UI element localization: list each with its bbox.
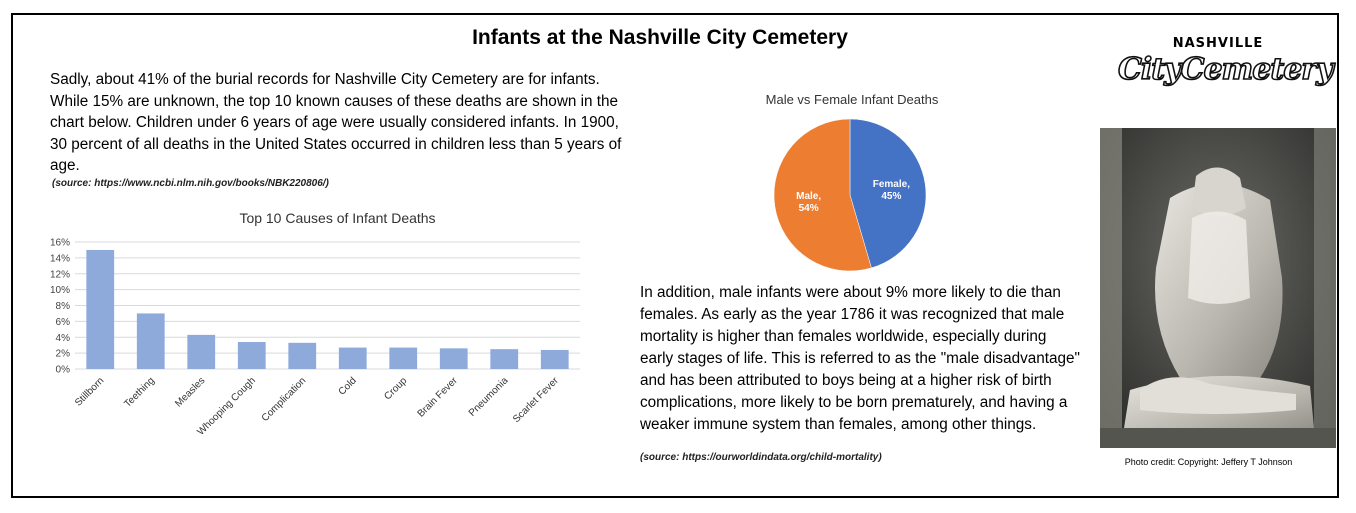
x-tick-label: Scarlet Fever [511,375,561,425]
pie-slice-male [773,118,872,272]
page-title: Infants at the Nashville City Cemetery [472,26,848,49]
bar-complication [288,342,317,369]
bar-stillborn [86,249,115,369]
logo-top-text: NASHVILLE [1172,36,1264,51]
x-tick-label: Complication [260,375,309,424]
bar-scarlet-fever [540,349,569,369]
outro-paragraph: In addition, male infants were about 9% … [640,284,1080,433]
x-tick-label: Stillborn [73,375,106,408]
bar-chart-title: Top 10 Causes of Infant Deaths [239,210,436,226]
x-tick-label: Pneumonia [467,375,511,419]
y-tick-label: 12% [50,269,70,280]
y-tick-label: 16% [50,238,70,249]
x-tick-label: Croup [382,375,409,402]
y-tick-label: 0% [56,365,71,376]
intro-source-link[interactable]: (source: https://www.ncbi.nlm.nih.gov/bo… [52,178,329,189]
intro-paragraph: Sadly, about 41% of the burial records f… [50,71,622,174]
bar-measles [187,334,216,369]
x-tick-label: Brain Fever [416,375,461,420]
pie-label-female: Female, 45% [873,179,910,202]
photo-credit: Photo credit: Copyright: Jeffery T Johns… [1124,457,1293,467]
bar-croup [389,347,418,369]
pie-chart: Female, 45% Male, 54% [773,118,927,272]
cemetery-logo: NASHVILLE CityCemetery [1117,36,1334,106]
bar-chart: 0% 2% 4% 6% 8% 10% 12% 14% 16% Stillborn Teething M… [50,238,580,438]
x-tick-label: Teething [122,375,157,410]
bar-cold [338,347,367,369]
bar-brain-fever [439,348,468,369]
statue-photo [1100,128,1336,448]
bar-whooping-cough [237,342,266,369]
x-tick-label: Measles [173,375,207,409]
y-tick-label: 6% [56,317,71,328]
y-tick-label: 4% [56,333,71,344]
y-tick-label: 14% [50,253,70,264]
y-tick-label: 8% [56,301,71,312]
x-tick-label: Cold [337,375,359,397]
y-tick-label: 2% [56,349,71,360]
pie-chart-title: Male vs Female Infant Deaths [765,92,939,107]
bar-teething [136,313,165,369]
pie-label-male: Male, 54% [796,191,821,214]
bar-pneumonia [490,349,519,369]
pie-slice-female [849,118,927,269]
logo-main-text: CityCemetery [1117,51,1334,88]
y-tick-label: 10% [50,285,70,296]
outro-source-link[interactable]: (source: https://ourworldindata.org/chil… [640,452,882,463]
